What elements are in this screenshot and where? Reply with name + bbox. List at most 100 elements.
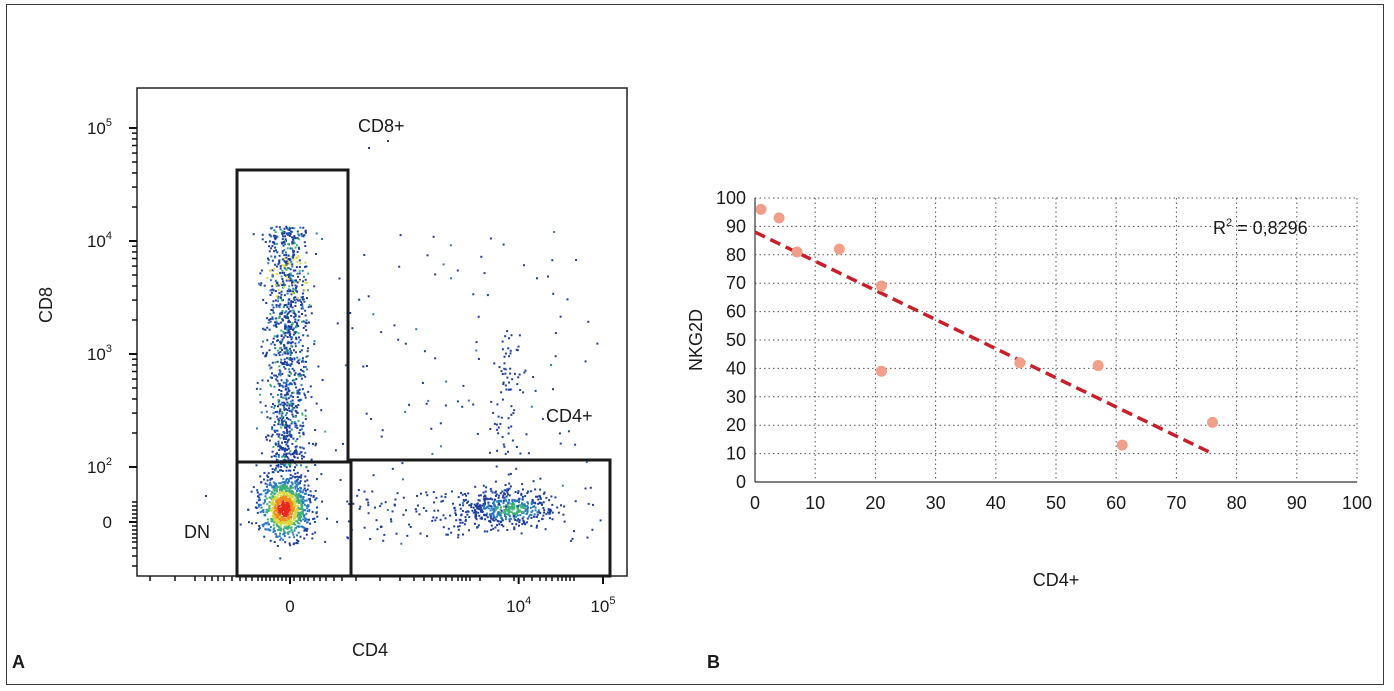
event-dot: [279, 267, 282, 270]
event-dot: [299, 499, 302, 502]
event-dot: [538, 511, 541, 514]
event-dot: [292, 287, 295, 290]
event-dot: [499, 508, 502, 511]
event-dot: [291, 367, 294, 370]
event-dot: [296, 356, 299, 359]
event-dot: [294, 372, 297, 375]
figure-frame: [6, 4, 1384, 685]
event-dot: [274, 495, 277, 498]
event-dot: [296, 520, 299, 523]
event-dot: [299, 475, 301, 478]
event-dot: [299, 226, 302, 229]
event-dot: [515, 348, 518, 351]
event-dot: [290, 428, 293, 431]
event-dot: [292, 309, 295, 312]
event-dot: [298, 501, 300, 504]
event-dot: [514, 491, 517, 494]
event-dot: [281, 489, 284, 492]
panel-b-y-tick-label: 50: [726, 330, 746, 350]
event-dot: [498, 504, 501, 506]
event-dot: [587, 320, 590, 323]
event-dot: [287, 388, 290, 391]
event-dot: [271, 288, 274, 291]
event-dot: [293, 515, 296, 518]
event-dot: [444, 496, 447, 499]
event-dot: [497, 496, 500, 499]
event-dot: [478, 494, 480, 497]
event-dot: [289, 382, 292, 385]
event-dot: [553, 231, 556, 233]
event-dot: [276, 349, 279, 352]
event-dot: [259, 393, 261, 396]
event-dot: [501, 398, 504, 401]
event-dot: [339, 479, 342, 481]
event-dot: [294, 487, 297, 490]
event-dot: [307, 347, 309, 350]
event-dot: [291, 421, 294, 423]
event-dot: [277, 405, 279, 408]
event-dot: [368, 147, 370, 149]
event-dot: [292, 301, 294, 303]
event-dot: [276, 335, 279, 338]
event-dot: [269, 289, 272, 292]
event-dot: [278, 306, 281, 309]
event-dot: [268, 349, 271, 352]
event-dot: [500, 370, 503, 373]
event-dot: [298, 247, 301, 250]
event-dot: [503, 505, 505, 508]
event-dot: [255, 387, 258, 390]
event-dot: [504, 511, 507, 514]
event-dot: [288, 542, 291, 545]
event-dot: [284, 261, 287, 263]
event-dot: [280, 361, 282, 364]
event-dot: [506, 491, 509, 494]
event-dot: [285, 378, 288, 381]
event-dot: [302, 447, 305, 450]
gate-cd8-plus: [235, 168, 350, 464]
event-dot: [539, 488, 542, 491]
event-dot: [299, 424, 302, 427]
event-dot: [292, 518, 295, 521]
event-dot: [529, 506, 532, 509]
event-dot: [359, 505, 362, 508]
event-dot: [309, 522, 312, 525]
event-dot: [280, 416, 283, 419]
event-dot: [302, 489, 305, 492]
event-dot: [306, 518, 309, 521]
event-dot: [285, 469, 288, 472]
event-dot: [291, 284, 294, 287]
event-dot: [418, 513, 421, 516]
event-dot: [291, 504, 293, 507]
event-dot: [511, 378, 514, 381]
event-dot: [307, 272, 310, 275]
event-dot: [295, 500, 298, 503]
panel-a-x-tick-label: 104: [506, 595, 531, 616]
event-dot: [278, 535, 281, 538]
panel-b-y-tick-label: 20: [726, 415, 746, 435]
event-dot: [269, 496, 272, 499]
event-dot: [290, 404, 293, 407]
event-dot: [495, 465, 498, 468]
event-dot: [456, 269, 459, 272]
event-dot: [462, 504, 465, 507]
event-dot: [527, 452, 530, 455]
event-dot: [513, 507, 516, 510]
event-dot: [508, 518, 511, 521]
event-dot: [294, 440, 297, 443]
event-dot: [474, 485, 477, 488]
event-dot: [285, 279, 288, 282]
event-dot: [507, 432, 510, 435]
event-dot: [302, 226, 305, 229]
event-dot: [289, 491, 292, 494]
event-dot: [288, 290, 291, 293]
event-dot: [367, 504, 370, 507]
event-dot: [272, 496, 275, 499]
event-dot: [489, 487, 492, 490]
event-dot: [510, 334, 513, 337]
event-dot: [441, 499, 444, 502]
event-dot: [457, 525, 460, 528]
event-dot: [483, 505, 485, 508]
event-dot: [259, 504, 262, 506]
event-dot: [262, 352, 265, 355]
